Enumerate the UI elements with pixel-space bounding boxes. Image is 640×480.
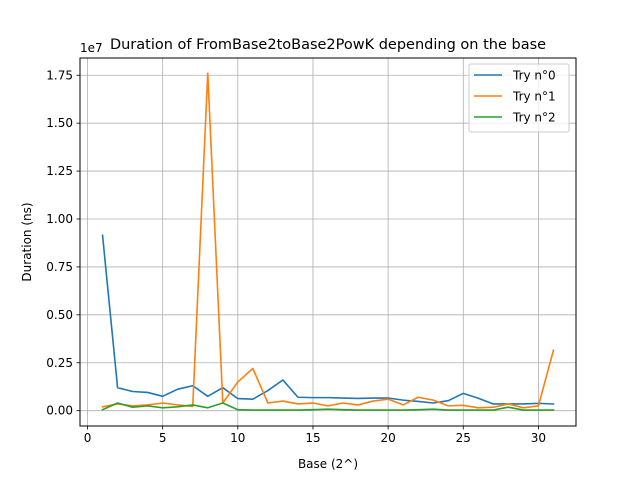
- series-line-try-2: [101, 402, 555, 411]
- series-line-try-1: [101, 72, 555, 409]
- plot-area-frame: [79, 57, 577, 427]
- x-axis-label: Base (2^): [298, 457, 358, 471]
- axis-ticks: 0 5 10 15 20 25 30 0.00 0.25 0.50 0.75 1.00 1.25 1.50…: [46, 68, 546, 445]
- x-tick-label: 20: [380, 431, 395, 445]
- legend-box: [468, 63, 570, 133]
- x-tick-label: 0: [84, 431, 92, 445]
- legend-label-try-2: Try n°2: [512, 111, 556, 125]
- y-tick-label: 0.25: [46, 356, 73, 370]
- y-offset-label: 1e7: [80, 41, 103, 55]
- legend-label-try-0: Try n°0: [512, 69, 556, 83]
- chart-title: Duration of FromBase2toBase2PowK dependi…: [110, 37, 546, 53]
- y-tick-label: 1.00: [46, 212, 73, 226]
- y-tick-label: 1.50: [46, 116, 73, 130]
- legend-entries: Try n°0 Try n°1 Try n°2: [474, 69, 556, 125]
- x-tick-label: 25: [456, 431, 471, 445]
- grid: [80, 58, 576, 426]
- legend: Try n°0 Try n°1 Try n°2: [468, 63, 570, 133]
- y-axis-label: Duration (ns): [20, 202, 34, 281]
- legend-label-try-1: Try n°1: [512, 90, 556, 104]
- y-tick-label: 1.75: [46, 68, 73, 82]
- series-line-try-0: [101, 234, 555, 405]
- y-tick-label: 0.00: [46, 404, 73, 418]
- x-tick-label: 10: [230, 431, 245, 445]
- series-lines: [101, 72, 555, 411]
- y-tick-label: 0.75: [46, 260, 73, 274]
- y-tick-label: 1.25: [46, 164, 73, 178]
- x-tick-label: 30: [531, 431, 546, 445]
- y-tick-label: 0.50: [46, 308, 73, 322]
- x-tick-label: 15: [305, 431, 320, 445]
- x-tick-label: 5: [159, 431, 167, 445]
